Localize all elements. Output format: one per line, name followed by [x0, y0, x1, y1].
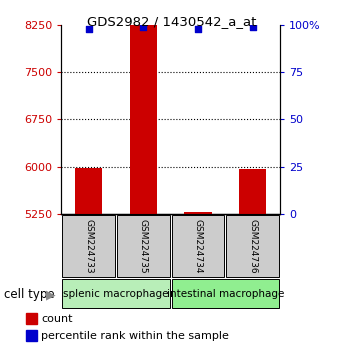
Text: intestinal macrophage: intestinal macrophage: [167, 289, 284, 299]
Bar: [184, 212, 212, 214]
Bar: [172, 215, 224, 277]
Text: ▶: ▶: [46, 288, 56, 301]
Text: percentile rank within the sample: percentile rank within the sample: [41, 331, 229, 341]
Point: [140, 24, 146, 29]
Bar: [239, 169, 266, 214]
Bar: [130, 3, 157, 214]
Text: GSM224736: GSM224736: [248, 219, 257, 273]
Text: GDS2982 / 1430542_a_at: GDS2982 / 1430542_a_at: [87, 15, 256, 28]
Bar: [62, 280, 169, 308]
Text: cell type: cell type: [4, 288, 54, 301]
Bar: [172, 280, 279, 308]
Text: splenic macrophage: splenic macrophage: [63, 289, 169, 299]
Bar: [75, 168, 102, 214]
Text: GSM224734: GSM224734: [194, 219, 202, 273]
Bar: [226, 215, 279, 277]
Bar: [117, 215, 169, 277]
Point: [86, 26, 91, 32]
Text: GSM224735: GSM224735: [139, 219, 148, 273]
Point: [195, 26, 201, 32]
Point: [250, 24, 255, 29]
Bar: [62, 215, 115, 277]
Text: GSM224733: GSM224733: [84, 219, 93, 273]
Text: count: count: [41, 314, 73, 324]
